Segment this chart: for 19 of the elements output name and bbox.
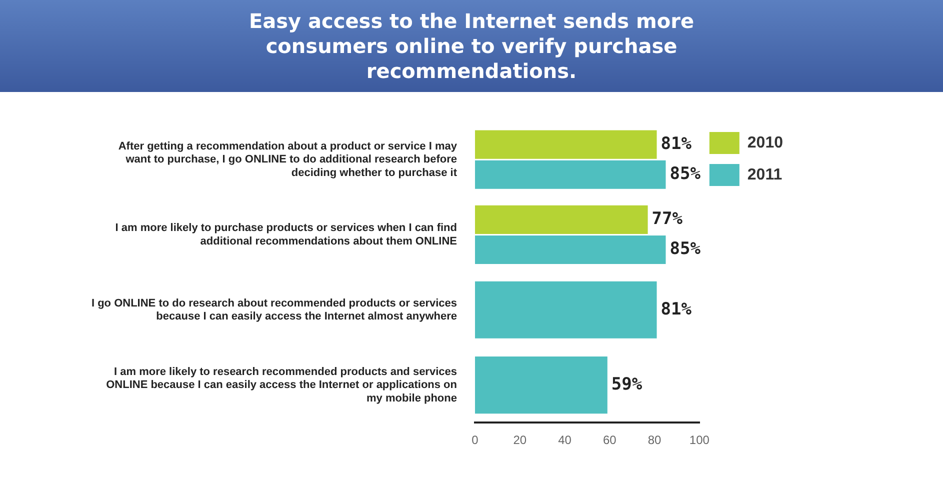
x-tick-label: 60 xyxy=(602,433,617,448)
y-tick-label: I am more likely to research recommended products and services ONLINE because I can easily access the Internet or applications on my mobile phone xyxy=(106,366,458,404)
y-tick-label: I am more likely to purchase products or services when I can find additional recommendations about them ONLINE xyxy=(115,222,457,248)
legend-label: 2010 xyxy=(747,134,784,152)
data-label: 81% xyxy=(660,134,692,154)
data-label: 77% xyxy=(652,209,684,230)
data-label: 85% xyxy=(670,164,702,184)
data-label: 85% xyxy=(670,239,702,260)
chart-title: Easy access to the Internet sends more consumers online to verify purchase recommendations. xyxy=(0,0,943,92)
data-label: 81% xyxy=(660,299,692,320)
x-tick-label: 40 xyxy=(558,433,572,448)
data-label: 59% xyxy=(611,374,643,394)
x-tick-label: 80 xyxy=(648,433,662,448)
x-tick-label: 100 xyxy=(689,433,710,448)
y-tick-label: I go ONLINE to do research about recommended products or services because I can easily access the Internet almost anywhere xyxy=(91,297,457,323)
y-tick-label: After getting a recommendation about a product or service I may want to purchase, I go ONLINE to do additional research before deciding whether to purchase it xyxy=(118,140,458,179)
legend-label: 2011 xyxy=(747,166,782,184)
x-tick-label: 20 xyxy=(513,433,527,448)
x-tick-label: 0 xyxy=(472,433,479,448)
